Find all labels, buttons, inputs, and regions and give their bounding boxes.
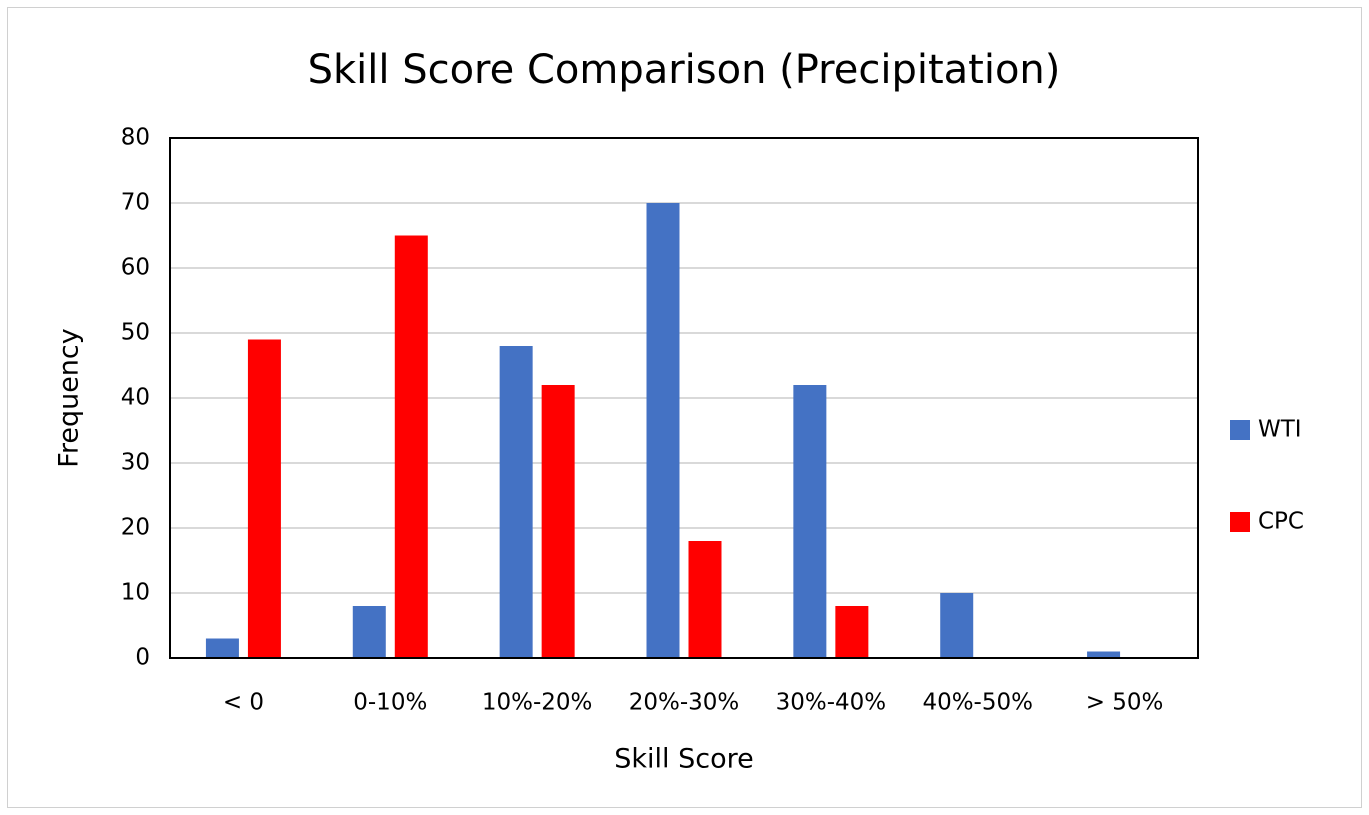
- bar: [247, 339, 281, 658]
- bar: [835, 606, 869, 658]
- y-tick-label: 80: [121, 125, 150, 151]
- bar: [688, 541, 722, 658]
- bar: [499, 346, 533, 658]
- x-axis-label: Skill Score: [614, 744, 753, 775]
- plot-border: [169, 137, 1199, 659]
- bar: [352, 606, 386, 658]
- x-tick-label: > 50%: [1086, 690, 1164, 716]
- bar: [940, 593, 974, 658]
- y-tick-label: 0: [135, 645, 150, 671]
- legend-label: WTI: [1258, 417, 1302, 443]
- bar: [793, 385, 827, 658]
- y-tick-label: 70: [121, 190, 150, 216]
- chart-frame: [7, 7, 1362, 808]
- y-tick-label: 50: [121, 320, 150, 346]
- y-axis-label: Frequency: [54, 328, 85, 468]
- legend-swatch: [1230, 512, 1250, 532]
- y-tick-label: 40: [121, 385, 150, 411]
- bar: [394, 235, 428, 658]
- x-tick-label: 0-10%: [353, 690, 427, 716]
- y-tick-label: 20: [121, 515, 150, 541]
- y-tick-label: 10: [121, 580, 150, 606]
- x-tick-label: < 0: [223, 690, 264, 716]
- bar: [1087, 651, 1121, 658]
- y-tick-label: 60: [121, 255, 150, 281]
- x-tick-label: 20%-30%: [629, 690, 740, 716]
- bar: [541, 385, 575, 658]
- bar: [205, 638, 239, 658]
- x-tick-label: 40%-50%: [922, 690, 1033, 716]
- legend-label: CPC: [1258, 509, 1304, 535]
- legend-swatch: [1230, 420, 1250, 440]
- bar: [646, 203, 680, 658]
- x-tick-label: 10%-20%: [482, 690, 593, 716]
- x-tick-label: 30%-40%: [776, 690, 887, 716]
- y-tick-label: 30: [121, 450, 150, 476]
- chart-title: Skill Score Comparison (Precipitation): [308, 47, 1061, 93]
